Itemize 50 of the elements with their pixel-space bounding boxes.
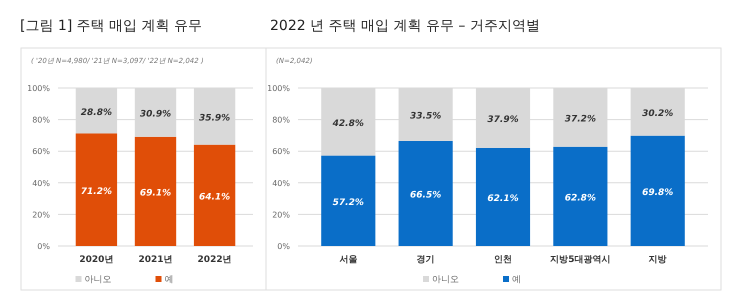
y-tick-label: 20% (272, 210, 290, 220)
x-tick-label: 지방5대광역시 (549, 255, 610, 265)
bar (476, 148, 530, 246)
y-tick-label: 100% (267, 84, 290, 93)
bar (76, 134, 118, 246)
chart-title: 2022 년 주택 매입 계획 유무 – 거주지역별 (270, 18, 540, 34)
bar (553, 146, 608, 246)
data-label: 66.5% (410, 190, 442, 200)
x-tick-label: 지방 (648, 255, 667, 265)
data-label: 30.9% (140, 109, 172, 120)
x-tick-label: 2022년 (198, 255, 232, 265)
x-tick-label: 서울 (339, 255, 358, 265)
legend-label: 예 (512, 275, 521, 285)
legend-label: 아니오 (432, 275, 459, 285)
y-tick-label: 0% (37, 242, 50, 251)
bar (630, 136, 685, 246)
x-tick-label: 인천 (494, 255, 512, 265)
bar (321, 156, 376, 246)
bar (134, 136, 176, 246)
data-label: 64.1% (198, 192, 230, 202)
y-tick-label: 20% (32, 210, 50, 220)
data-label: 37.2% (564, 114, 596, 124)
legend-label: 아니오 (84, 275, 112, 285)
data-label: 62.1% (487, 194, 519, 204)
y-tick-label: 40% (272, 178, 290, 188)
x-tick-label: 2020년 (79, 255, 114, 265)
legend-label: 예 (164, 275, 174, 285)
y-tick-label: 0% (277, 242, 290, 251)
data-label: 69.1% (140, 188, 172, 198)
data-label: 30.2% (642, 108, 674, 119)
data-label: 35.9% (198, 113, 230, 124)
data-label: 69.8% (642, 188, 674, 198)
data-label: 37.9% (487, 114, 519, 125)
y-tick-label: 80% (272, 116, 290, 125)
y-tick-label: 100% (27, 84, 50, 93)
y-tick-label: 60% (272, 147, 290, 156)
y-tick-label: 80% (32, 116, 50, 125)
bar (398, 140, 453, 246)
data-label: 33.5% (410, 111, 442, 122)
data-label: 42.8% (332, 118, 364, 129)
y-tick-label: 60% (32, 147, 50, 156)
data-label: 28.8% (80, 108, 112, 118)
chart-title: [그림 1] 주택 매입 계획 유무 (20, 18, 202, 34)
y-tick-label: 40% (32, 178, 50, 188)
data-label: 62.8% (564, 193, 596, 204)
x-tick-label: 2021년 (138, 255, 173, 265)
bar (194, 144, 236, 246)
x-tick-label: 경기 (416, 255, 435, 265)
data-label: 71.2% (80, 186, 112, 197)
data-label: 57.2% (332, 198, 364, 208)
